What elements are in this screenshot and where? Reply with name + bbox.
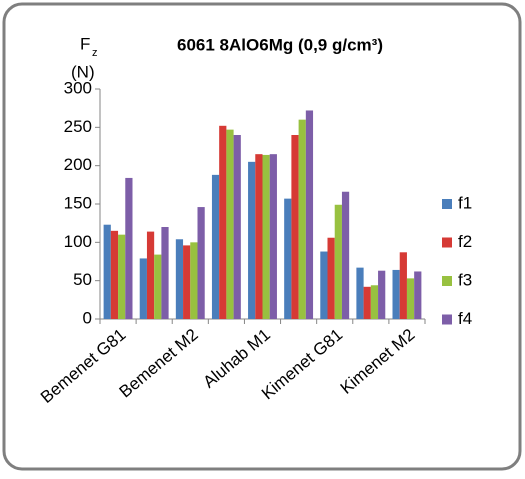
legend-swatch [442,199,452,209]
y-tick-label: 0 [83,308,92,327]
bar [262,154,270,319]
bar [103,224,111,319]
bar [291,135,299,319]
bar [233,135,241,319]
y-tick-label: 300 [64,78,92,97]
bar [356,267,364,319]
bar [161,227,169,319]
bar [219,125,227,319]
y-axis-unit: (N) [71,62,95,81]
y-axis-label: F [80,34,90,53]
bar [197,207,205,319]
y-tick-label: 50 [73,270,92,289]
bar [248,161,256,319]
legend-label: f1 [458,193,472,212]
bar [154,254,162,319]
bar [341,191,350,319]
bar [110,230,119,319]
bar [334,204,342,319]
bar [190,242,198,319]
bar [305,110,314,319]
bar [399,252,407,319]
bar [175,239,184,319]
bar [139,258,147,319]
legend-swatch [442,276,452,286]
bar [146,231,155,319]
bar [118,234,126,319]
y-tick-label: 200 [64,155,92,174]
bar [226,129,234,319]
y-tick-label: 100 [64,232,92,251]
bar [255,154,263,319]
bar [414,271,422,319]
bar [370,285,379,319]
legend-label: f3 [458,270,472,289]
bar [125,177,133,319]
y-tick-label: 250 [64,117,92,136]
chart-title: 6061 8AlO6Mg (0,9 g/cm³) [177,35,383,54]
legend-swatch [442,237,452,248]
bar [392,269,400,319]
bar [406,278,415,319]
legend-swatch [442,314,452,325]
bar [320,251,328,319]
bar [363,286,371,319]
bar [269,154,277,319]
legend-label: f4 [458,309,472,328]
bar [211,174,220,319]
y-axis-label-subscript: z [92,47,98,59]
bar [183,245,191,319]
bar [327,237,335,319]
bar [378,270,386,319]
y-tick-label: 150 [64,193,92,212]
legend-label: f2 [458,232,472,251]
bar [284,198,292,319]
bar [298,119,306,320]
